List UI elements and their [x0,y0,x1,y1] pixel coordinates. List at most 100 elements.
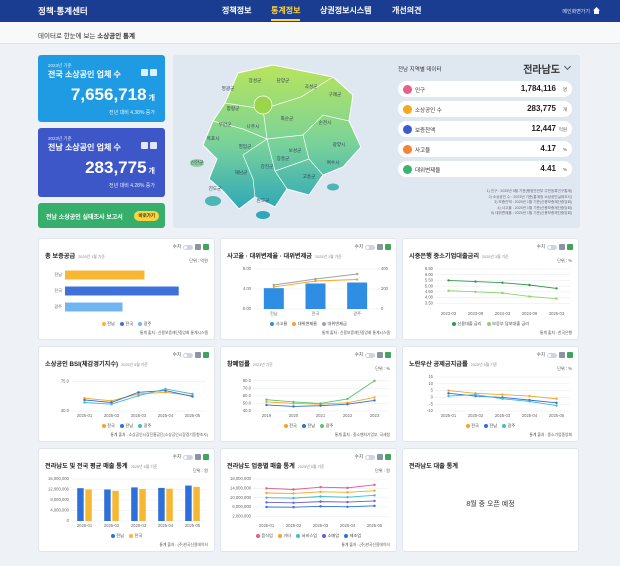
point [272,285,276,289]
toggle-switch[interactable] [547,244,557,250]
legend-item[interactable]: 기타 [277,533,291,539]
point [314,277,317,281]
region-label: 여수시 [327,159,340,166]
home-icon[interactable] [593,7,600,14]
legend-item[interactable]: 보증부 담보대출 금리 [486,321,529,327]
panel-tools: 수치 [355,244,391,250]
panel-source: 통계 출처 : 한국은행 [539,331,572,335]
legend-item[interactable]: 서비스업 [296,533,317,539]
panel-tools: 수치 [537,352,573,358]
toggle-switch[interactable] [183,244,193,250]
panel: 소상공인 BSI(체감경기지수) 2025년 5월 기준 수치 40.0 75.0 202… [38,346,215,442]
excel-icon[interactable] [385,454,391,460]
toggle-switch[interactable] [183,454,193,460]
print-icon[interactable] [377,454,383,460]
legend-item[interactable]: 전남 [101,321,115,327]
legend-item[interactable]: 전국 [129,533,142,539]
legend-item[interactable]: 소매업 [322,533,339,539]
legend-item[interactable]: 전국 [283,423,297,429]
stat-row: 보증잔액 12,447 억원 [398,121,572,137]
bar [166,488,173,521]
nav-item[interactable]: 개선의견 [392,6,422,15]
x-tick-label: 2025-01 [77,523,93,528]
bar [193,486,200,521]
region-label: 장성군 [249,77,262,83]
toggle-label: 수치 [172,454,181,459]
report-card[interactable]: 전남 소상공인 실태조사 보고서 바로가기 [38,203,165,228]
bar [139,488,146,521]
region-label: 강진군 [261,163,274,169]
legend-item[interactable]: 전국 [101,423,115,429]
gwangju [253,95,273,115]
legend-item[interactable]: 광주 [320,423,333,429]
nav-item[interactable]: 상권정보시스템 [320,6,372,15]
legend-label: 광주 [143,321,152,326]
print-icon[interactable] [195,352,201,358]
print-icon[interactable] [195,244,201,250]
point [265,403,268,407]
panel: 노란우산 공제금지급률 2025년 5월 기준 수치 단위 : % -10 -5 0 5 10 1… [402,346,579,442]
print-icon[interactable] [195,454,201,460]
card-icon[interactable] [150,69,157,76]
excel-icon[interactable] [567,244,573,250]
print-icon[interactable] [559,352,565,358]
point [292,488,295,491]
card-icon[interactable] [141,142,148,149]
legend-item[interactable]: 광주 [138,423,151,429]
legend-item[interactable]: 전국 [119,321,133,327]
excel-icon[interactable] [203,352,209,358]
home-link[interactable]: 메인화면가기 [562,9,590,15]
legend-item[interactable]: 전국 [465,423,479,429]
legend-swatch [283,423,288,428]
nav-item[interactable]: 정책정보 [222,6,252,15]
point [272,283,276,287]
print-icon[interactable] [559,244,565,250]
excel-icon[interactable] [203,244,209,250]
toggle-switch[interactable] [183,352,193,358]
line [266,380,375,404]
logo[interactable]: 정책·통계센터 [38,6,88,16]
legend-item[interactable]: 광주 [138,321,151,327]
toggle-switch[interactable] [547,352,557,358]
panel-title: 소상공인 BSI(체감경기지수) [45,361,119,368]
legend-swatch [129,533,133,538]
island [327,183,339,191]
legend-item[interactable]: 사고율 [270,321,287,327]
nav-item[interactable]: 통계정보 [271,5,301,21]
legend-item[interactable]: 광주 [502,423,515,429]
legend-item[interactable]: 대위변제금 [322,321,347,327]
excel-icon[interactable] [385,244,391,250]
print-icon[interactable] [377,244,383,250]
legend-item[interactable]: 전남 [483,423,497,429]
region-label: 신안군 [191,159,204,165]
card-icon[interactable] [141,69,148,76]
x-tick-label: 2024-09 [522,311,538,316]
x-tick-label: 2025-02 [104,523,120,528]
legend-item[interactable]: 전남 [119,423,133,429]
legend-item[interactable]: 신용대출 금리 [451,321,482,327]
panel-source: 통계 출처 : (주)한국신용데이터 [159,543,208,547]
y-tick-label: 4.50 [425,289,434,294]
dropdown-icon[interactable] [563,62,572,71]
toggle-switch[interactable] [365,352,375,358]
panel-unit: 단위 : % [375,366,390,371]
excel-icon[interactable] [567,352,573,358]
excel-icon[interactable] [203,454,209,460]
point [83,398,86,402]
card-icon[interactable] [150,142,157,149]
panel-date: 2025년 3월 기준 [482,255,509,259]
legend-item[interactable]: 전남 [301,423,315,429]
region-select[interactable]: 전라남도 [523,65,560,76]
point [110,401,113,404]
point [346,403,349,406]
print-icon[interactable] [377,352,383,358]
point [319,490,322,494]
toggle-switch[interactable] [365,454,375,460]
excel-icon[interactable] [385,352,391,358]
report-button[interactable]: 바로가기 [134,211,159,221]
legend-item[interactable]: 음식업 [255,533,273,539]
toggle-switch[interactable] [365,244,375,250]
legend-item[interactable]: 전남 [110,533,124,539]
legend-item[interactable]: 제조업 [344,533,361,539]
legend-item[interactable]: 대위변제율 [292,321,317,327]
